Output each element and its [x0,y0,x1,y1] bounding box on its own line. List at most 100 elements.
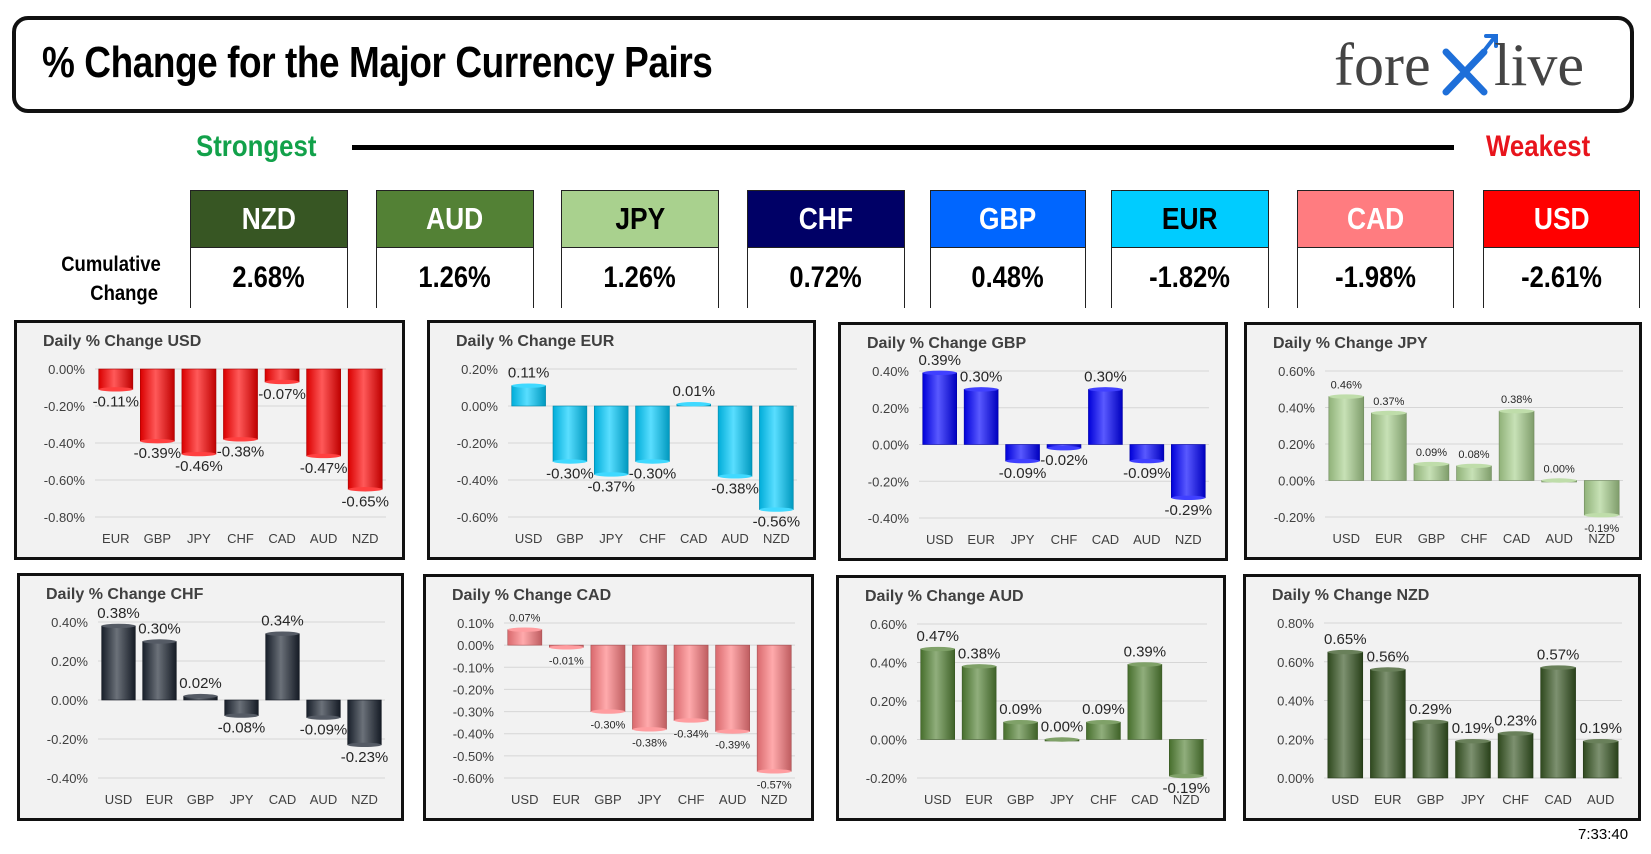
bar-nzd [759,405,794,510]
data-label: 0.23% [1494,712,1537,729]
y-tick-label: 0.60% [870,617,907,632]
bar-cap [507,627,542,632]
bar-eur [98,368,134,390]
data-label: -0.02% [1040,452,1088,469]
bar-aud [717,405,753,477]
x-tick-label: GBP [594,792,621,807]
x-tick-label: NZD [761,792,788,807]
data-label: 0.47% [916,628,959,645]
rank-value: 0.48% [931,248,1085,308]
chart-panel-eur: 0.20% 0.00% -0.20% -0.40% -0.60% 0.11% USD -0.3… [427,320,816,560]
data-label: 0.56% [1367,649,1410,666]
data-label: 0.09% [1082,701,1125,718]
chart-panel-nzd: 0.80% 0.60% 0.40% 0.20% 0.00% 0.65% USD 0.56% EU… [1243,574,1641,821]
chart-title: Daily % Change NZD [1272,587,1430,604]
x-tick-label: GBP [556,531,583,546]
chart-title: Daily % Change AUD [865,588,1024,605]
x-tick-label: JPY [1011,532,1035,547]
x-tick-label: AUD [1587,792,1614,807]
rank-currency-label: AUD [426,201,484,236]
x-tick-label: CHF [1051,532,1078,547]
forexlive-logo: fore live [1334,30,1614,100]
y-tick-label: 0.20% [872,401,909,416]
x-tick-label: USD [511,792,538,807]
bar-cap [757,769,792,774]
bar-cap [632,727,667,732]
rank-box-gbp: GBP 0.48% [930,190,1086,308]
bar-gbp [140,368,175,442]
x-tick-label: GBP [1418,531,1445,546]
y-tick-label: 0.20% [1277,732,1314,747]
bar-gbp [1003,721,1038,740]
rank-currency-label: EUR [1162,201,1218,236]
bar-chf [673,644,709,721]
x-tick-label: EUR [146,792,173,807]
data-label: -0.30% [629,466,677,483]
rank-currency: JPY [562,191,718,248]
data-label: 0.39% [1124,643,1167,660]
y-tick-label: 0.20% [51,654,88,669]
bar-cap [1003,719,1038,725]
bar-usd [920,648,955,740]
y-tick-label: 0.20% [1278,437,1315,452]
x-tick-label: GBP [187,792,214,807]
data-label: -0.39% [715,740,750,752]
x-tick-label: EUR [102,531,129,546]
rank-currency-label: NZD [241,201,297,236]
chart-title: Daily % Change CAD [452,587,612,604]
data-label: 0.19% [1579,720,1622,737]
chart-panel-cad: 0.10% 0.00% -0.10% -0.20% -0.30% -0.40% -0.50%… [423,574,814,821]
x-tick-label: USD [515,531,542,546]
x-tick-label: CHF [678,792,705,807]
bar-cap [511,383,546,388]
y-tick-label: -0.40% [457,473,499,488]
data-label: 0.38% [1501,394,1532,406]
rank-currency: GBP [931,191,1085,248]
data-label: 0.37% [1373,396,1404,408]
rank-value-label: -1.98% [1335,261,1416,294]
bar-jpy [1005,444,1040,462]
bar-cap [1371,410,1407,416]
data-label: -0.19% [1163,780,1211,797]
bar-jpy [224,699,259,716]
bar-cap [1413,461,1449,467]
bar-cap [1005,458,1040,464]
rank-currency-label: GBP [979,201,1037,236]
data-label: -0.38% [217,443,265,460]
rank-currency-label: JPY [615,201,665,236]
bar-cap [1499,408,1535,414]
y-tick-label: 0.60% [1278,364,1315,379]
bar-gbp [590,644,626,712]
data-label: 0.39% [918,352,961,369]
bar-gbp [1412,721,1449,779]
bar-chart: 0.00% -0.20% -0.40% -0.60% -0.80% -0.11% EUR -0… [44,362,389,546]
data-label: -0.34% [674,728,709,740]
bar-cap [594,472,629,477]
bar-cap [1498,731,1534,736]
bar-chf [1086,721,1121,740]
bar-nzd [1170,444,1206,499]
x-tick-label: USD [105,792,132,807]
bar-cap [635,459,670,464]
bar-cap [1127,662,1162,667]
x-tick-label: USD [1333,531,1360,546]
y-tick-label: -0.50% [453,749,495,764]
x-tick-label: NZD [1173,792,1200,807]
data-label: -0.47% [300,460,348,477]
data-label: 0.38% [97,605,140,622]
bar-cap [715,729,750,734]
bar-cap [1584,512,1620,518]
x-tick-label: NZD [1588,531,1615,546]
bar-cap [920,646,955,652]
y-tick-label: -0.20% [47,732,89,747]
bar-cap [674,718,709,723]
data-label: -0.09% [999,465,1047,482]
y-tick-label: 0.40% [51,615,88,630]
bar-eur [142,641,177,701]
data-label: -0.56% [753,514,801,531]
bar-aud [1582,740,1619,779]
bar-jpy [1455,740,1491,779]
bar-cap [183,693,218,699]
rank-box-cad: CAD -1.98% [1297,190,1454,308]
x-tick-label: JPY [638,792,662,807]
